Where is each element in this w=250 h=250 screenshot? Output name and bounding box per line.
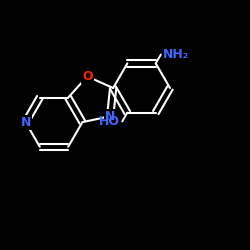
Text: N: N	[20, 116, 31, 129]
Text: HO: HO	[99, 115, 120, 128]
Text: N: N	[105, 110, 115, 123]
Text: O: O	[82, 70, 92, 83]
Text: NH₂: NH₂	[163, 48, 189, 61]
